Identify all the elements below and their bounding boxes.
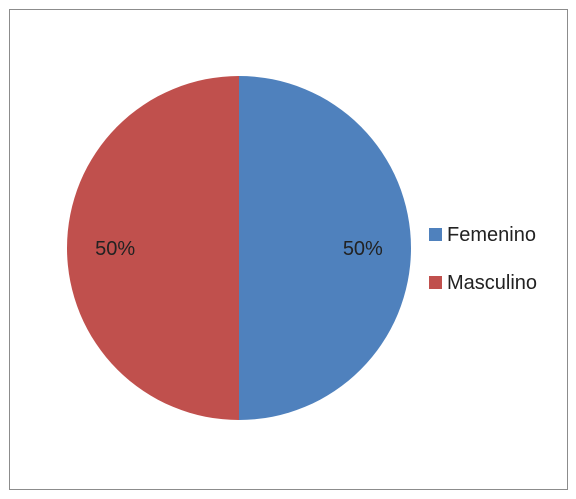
pie-data-labels: 50% 50% xyxy=(95,238,383,260)
pie-slice-masculino xyxy=(67,76,239,420)
data-label-masculino: 50% xyxy=(95,238,135,260)
pie-slices xyxy=(67,76,411,420)
legend: Femenino Masculino xyxy=(429,224,537,294)
legend-swatch-femenino xyxy=(429,228,442,241)
legend-label-masculino: Masculino xyxy=(447,272,537,294)
data-label-femenino: 50% xyxy=(343,238,383,260)
legend-label-femenino: Femenino xyxy=(447,224,536,246)
pie-slice-femenino xyxy=(239,76,411,420)
legend-swatch-masculino xyxy=(429,276,442,289)
